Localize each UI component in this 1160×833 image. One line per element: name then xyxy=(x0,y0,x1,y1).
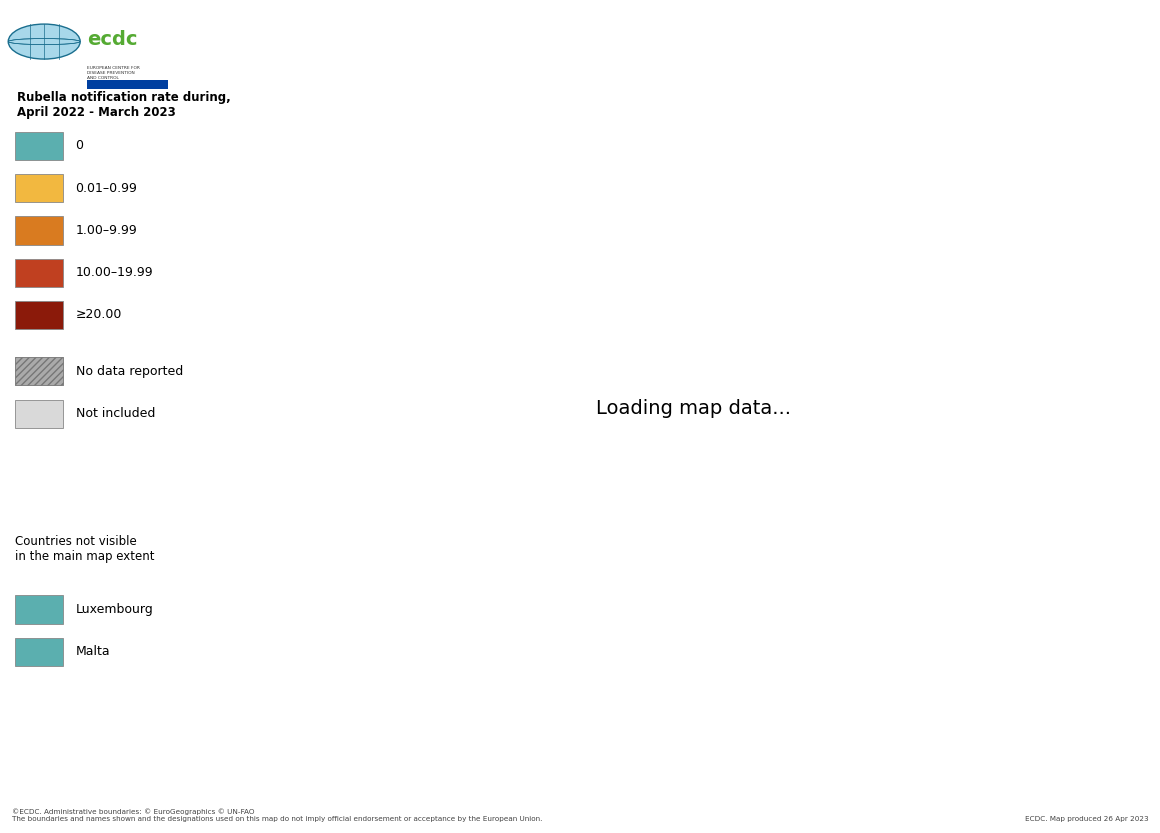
Text: Rubella notification rate during,
April 2022 - March 2023: Rubella notification rate during, April … xyxy=(17,91,231,119)
Text: ≥20.00: ≥20.00 xyxy=(75,308,122,322)
Text: 0.01–0.99: 0.01–0.99 xyxy=(75,182,137,195)
Text: Countries not visible
in the main map extent: Countries not visible in the main map ex… xyxy=(15,535,154,563)
Text: Not included: Not included xyxy=(75,407,155,420)
Text: 0: 0 xyxy=(75,139,84,152)
Circle shape xyxy=(8,24,80,59)
FancyBboxPatch shape xyxy=(15,258,64,287)
Text: Malta: Malta xyxy=(75,646,110,658)
Text: No data reported: No data reported xyxy=(75,365,183,378)
Text: ecdc: ecdc xyxy=(87,30,138,49)
Text: Luxembourg: Luxembourg xyxy=(75,603,153,616)
Text: EUROPEAN CENTRE FOR
DISEASE PREVENTION
AND CONTROL: EUROPEAN CENTRE FOR DISEASE PREVENTION A… xyxy=(87,67,140,80)
FancyBboxPatch shape xyxy=(15,217,64,245)
FancyBboxPatch shape xyxy=(15,174,64,202)
Text: Loading map data...: Loading map data... xyxy=(595,399,791,417)
FancyBboxPatch shape xyxy=(15,400,64,428)
Text: 1.00–9.99: 1.00–9.99 xyxy=(75,224,137,237)
FancyBboxPatch shape xyxy=(15,357,64,386)
Text: ECDC. Map produced 26 Apr 2023: ECDC. Map produced 26 Apr 2023 xyxy=(1024,816,1148,822)
FancyBboxPatch shape xyxy=(15,596,64,623)
Text: ©ECDC. Administrative boundaries: © EuroGeographics © UN-FAO
The boundaries and : ©ECDC. Administrative boundaries: © Euro… xyxy=(12,809,542,822)
Text: 10.00–19.99: 10.00–19.99 xyxy=(75,267,153,279)
FancyBboxPatch shape xyxy=(15,132,64,160)
FancyBboxPatch shape xyxy=(15,301,64,329)
FancyBboxPatch shape xyxy=(87,80,168,89)
FancyBboxPatch shape xyxy=(15,637,64,666)
